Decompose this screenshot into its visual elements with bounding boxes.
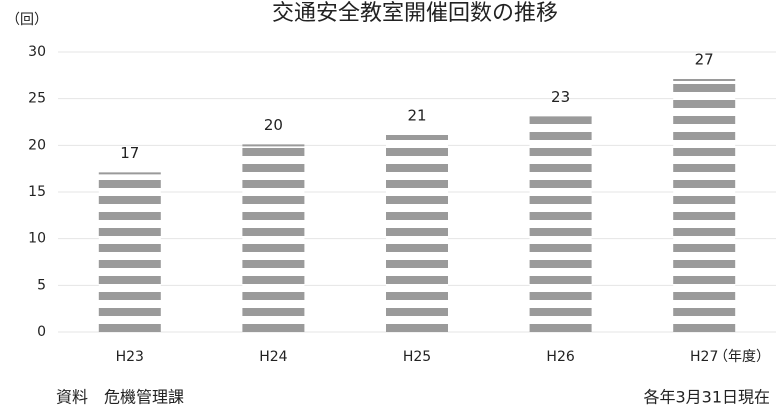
bar (386, 136, 448, 332)
y-tick-label: 15 (28, 184, 46, 200)
y-tick-label: 5 (37, 277, 46, 293)
bar (98, 173, 161, 332)
data-label: 21 (407, 107, 426, 125)
data-label: 17 (120, 144, 139, 162)
x-axis-label: （年度） (714, 349, 770, 365)
data-label: 27 (695, 51, 714, 69)
note: 各年3月31日現在 (643, 388, 770, 407)
x-tick-label: H23 (116, 349, 144, 365)
y-tick-label: 30 (28, 44, 46, 60)
y-axis-label: （回） (6, 12, 48, 28)
bar (673, 80, 736, 332)
chart-title: 交通安全教室開催回数の推移 (272, 1, 558, 26)
y-tick-label: 0 (37, 324, 46, 340)
x-tick-label: H27 (690, 349, 718, 365)
x-tick-label: H25 (403, 349, 431, 365)
y-tick-label: 25 (28, 91, 46, 107)
data-label: 23 (551, 88, 570, 106)
bar (242, 145, 305, 332)
x-tick-label: H24 (259, 349, 287, 365)
source: 資料 危機管理課 (56, 388, 184, 407)
x-tick-label: H26 (546, 349, 574, 365)
y-tick-label: 10 (28, 231, 46, 247)
bar (529, 117, 592, 332)
y-tick-label: 20 (28, 137, 46, 153)
data-label: 20 (264, 116, 283, 134)
